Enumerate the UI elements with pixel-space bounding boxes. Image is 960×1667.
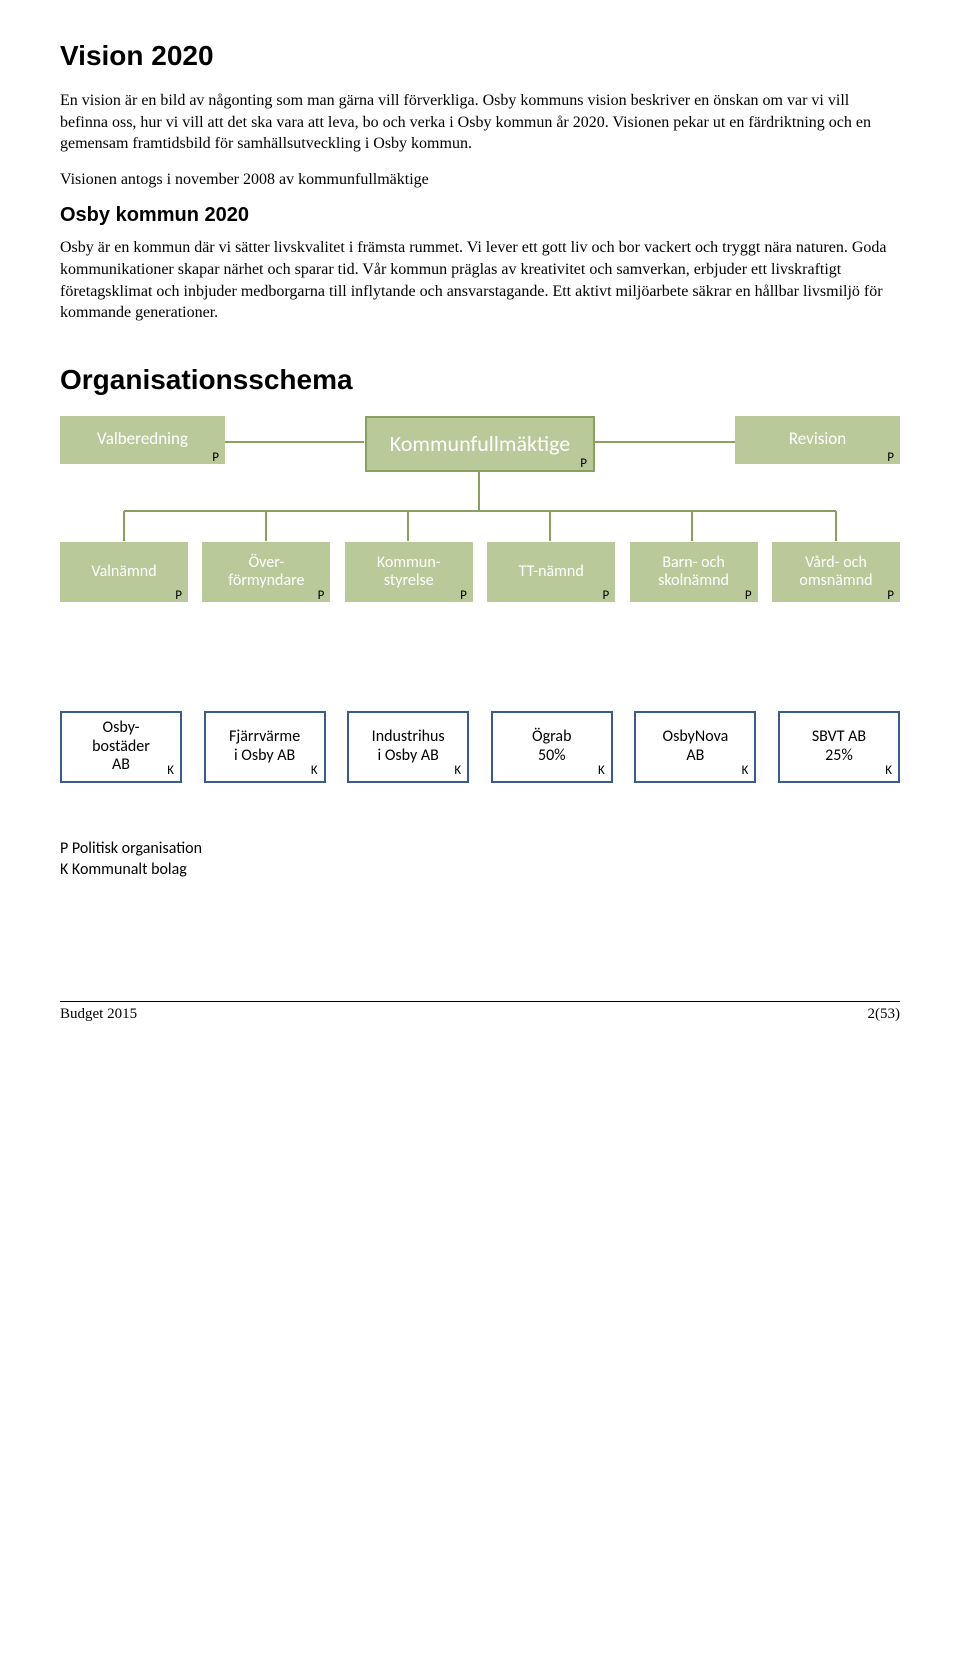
org-node-revision: Revision P: [735, 416, 900, 464]
company-line: Ögrab: [532, 728, 571, 746]
org-chart-title: Organisationsschema: [60, 364, 900, 396]
org-node-label: Revision: [789, 430, 846, 449]
org-node-tag: P: [580, 457, 587, 471]
company-line: Fjärrvärme: [229, 728, 300, 746]
org-node-label: Över- förmyndare: [228, 554, 304, 589]
org-node-label: Barn- och skolnämnd: [658, 554, 729, 589]
org-node: Valnämnd P: [60, 542, 188, 602]
company-node: Industrihusi Osby AB K: [347, 711, 469, 783]
org-node-valberedning: Valberedning P: [60, 416, 225, 464]
org-node-label: Vård- och omsnämnd: [799, 554, 872, 589]
company-line: Industrihus: [372, 728, 445, 746]
org-node-tag: P: [175, 589, 182, 603]
company-line: i Osby AB: [234, 747, 295, 765]
footer-right: 2(53): [868, 1006, 901, 1023]
company-tag: K: [742, 764, 749, 779]
subheading: Osby kommun 2020: [60, 204, 900, 227]
org-node-tag: P: [318, 589, 325, 603]
legend-line: P Politisk organisation: [60, 838, 900, 860]
org-node-label: TT-nämnd: [519, 563, 584, 581]
org-node: TT-nämnd P: [487, 542, 615, 602]
page-footer: Budget 2015 2(53): [60, 1001, 900, 1023]
company-tag: K: [598, 764, 605, 779]
intro-paragraph-1: En vision är en bild av någonting som ma…: [60, 90, 900, 155]
company-tag: K: [167, 764, 174, 779]
org-node-tag: P: [887, 589, 894, 603]
company-line: bostäder: [92, 738, 150, 756]
org-legend: P Politisk organisation K Kommunalt bola…: [60, 838, 900, 881]
page-title: Vision 2020: [60, 40, 900, 72]
company-node: Fjärrvärmei Osby AB K: [204, 711, 326, 783]
company-node: SBVT AB25% K: [778, 711, 900, 783]
org-node-tag: P: [602, 589, 609, 603]
org-node-tag: P: [887, 451, 894, 465]
org-node-tag: P: [212, 451, 219, 465]
org-node-label: Valnämnd: [91, 563, 156, 581]
org-node: Vård- och omsnämnd P: [772, 542, 900, 602]
footer-left: Budget 2015: [60, 1006, 137, 1023]
org-node: Över- förmyndare P: [202, 542, 330, 602]
company-node: Osby-bostäderAB K: [60, 711, 182, 783]
company-tag: K: [311, 764, 318, 779]
company-line: Osby-: [103, 719, 140, 737]
company-line: 25%: [825, 747, 853, 765]
company-tag: K: [454, 764, 461, 779]
company-node: Ögrab50% K: [491, 711, 613, 783]
org-node-label: Kommun- styrelse: [377, 554, 441, 589]
org-chart: Valberedning P Kommunfullmäktige P Revis…: [60, 416, 900, 656]
org-node-label: Valberedning: [97, 430, 188, 449]
org-node: Kommun- styrelse P: [345, 542, 473, 602]
org-node-label: Kommunfullmäktige: [390, 432, 571, 456]
legend-line: K Kommunalt bolag: [60, 859, 900, 881]
company-line: SBVT AB: [812, 728, 866, 746]
company-node: OsbyNovaAB K: [634, 711, 756, 783]
company-line: OsbyNova: [662, 728, 728, 746]
company-line: AB: [112, 756, 130, 774]
vision-paragraph: Osby är en kommun där vi sätter livskval…: [60, 237, 900, 323]
intro-paragraph-2: Visionen antogs i november 2008 av kommu…: [60, 169, 900, 191]
companies-row: Osby-bostäderABKFjärrvärmei Osby ABKIndu…: [60, 711, 900, 783]
org-node-tag: P: [745, 589, 752, 603]
company-tag: K: [885, 764, 892, 779]
company-line: i Osby AB: [378, 747, 439, 765]
org-node-kommunfullmaktige: Kommunfullmäktige P: [365, 416, 595, 472]
company-line: 50%: [538, 747, 566, 765]
org-node: Barn- och skolnämnd P: [630, 542, 758, 602]
org-node-tag: P: [460, 589, 467, 603]
company-line: AB: [686, 747, 704, 765]
